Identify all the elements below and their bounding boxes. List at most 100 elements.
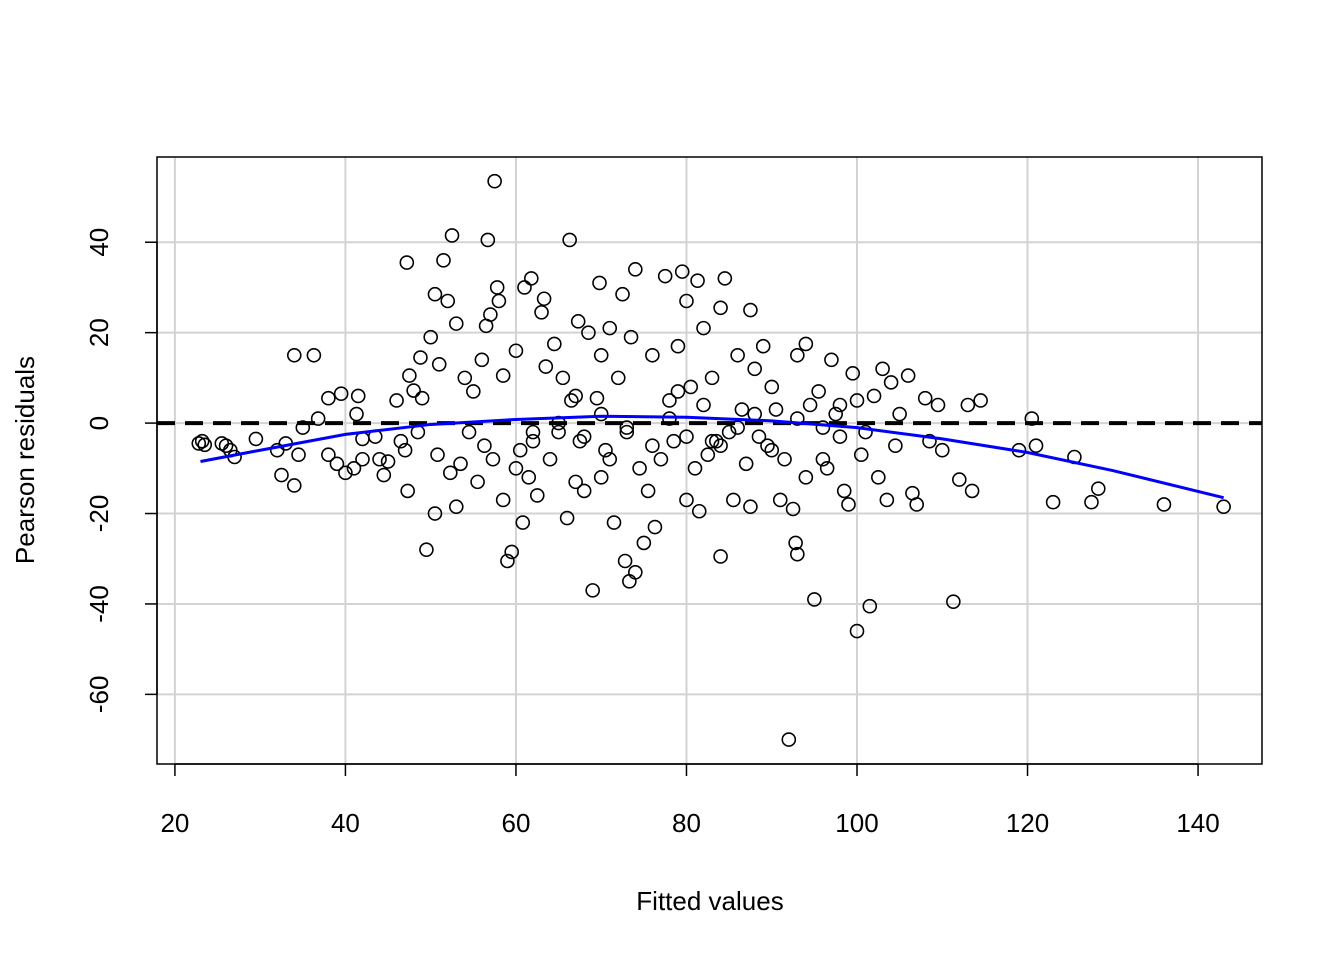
point [764,379,780,395]
point [704,370,720,386]
point [1084,494,1099,510]
point [849,393,865,408]
point [350,388,366,404]
point [598,442,613,458]
point [645,438,660,453]
point [372,451,387,467]
point [427,506,443,521]
point [717,271,733,286]
point [534,305,549,320]
point [734,402,750,417]
point [636,535,652,551]
point [461,424,477,440]
point [930,397,946,413]
point [538,359,554,374]
point [853,447,869,463]
point [589,390,605,406]
point [802,397,818,413]
point [525,424,541,440]
point [760,438,775,453]
point [448,499,464,515]
point [602,320,618,336]
x-tick-label: 40 [331,808,360,838]
point [576,429,592,444]
point [632,460,647,476]
point [346,460,362,476]
point [480,232,496,248]
point [487,173,502,189]
point [696,320,711,336]
x-tick-label: 20 [160,808,189,838]
point [1045,494,1061,510]
point [547,336,562,352]
point [389,393,404,408]
point [286,478,302,493]
point [917,390,933,406]
point [845,366,861,381]
point [798,470,814,485]
point [489,280,505,295]
point [807,592,822,607]
point [832,429,848,444]
point [670,384,686,399]
point [1156,497,1172,512]
point [657,268,673,284]
point [691,503,707,519]
point [704,433,720,449]
point [670,338,686,354]
point [453,456,468,472]
point [892,406,907,422]
y-tick-label: 20 [84,318,114,347]
point [768,402,784,417]
point [376,467,392,483]
point [683,379,699,395]
point [666,433,681,449]
point [836,483,852,499]
point [495,368,511,383]
y-tick-label: 40 [84,228,114,257]
point [777,451,792,467]
point [274,467,289,483]
point [743,302,758,318]
point [1090,481,1106,496]
point [772,492,788,508]
point [406,383,421,398]
point [628,262,643,277]
point [491,293,507,309]
point [1028,438,1044,453]
point [194,433,210,449]
point [751,429,767,444]
point [645,347,660,363]
point [559,510,575,526]
point [690,273,705,288]
point [900,368,916,383]
point [615,286,630,302]
point [585,583,600,598]
point [764,442,780,458]
point [946,594,961,609]
point [529,488,545,503]
x-tick-label: 140 [1176,808,1219,838]
point [781,732,797,747]
point [306,347,322,363]
point [952,472,967,487]
point [606,515,622,530]
point [477,438,492,453]
point [879,492,895,508]
point [329,456,345,472]
point [623,329,639,345]
point [973,393,988,408]
point [400,483,415,499]
point [542,451,558,467]
point [568,388,583,404]
smooth-line [200,414,1224,500]
point [1216,499,1231,515]
point [338,465,353,481]
point [730,347,745,363]
point [399,255,415,270]
x-tick-label: 100 [835,808,878,838]
point [617,553,633,569]
point [687,460,703,476]
point [871,470,886,485]
